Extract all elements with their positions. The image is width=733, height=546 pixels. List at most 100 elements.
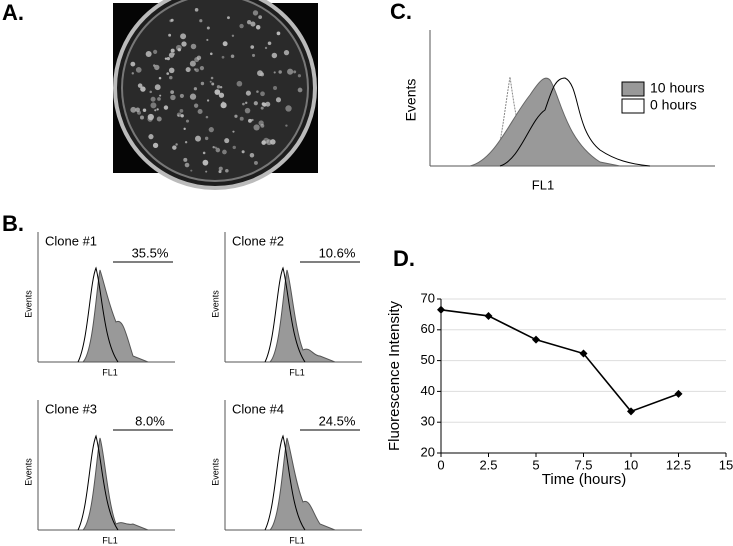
colony — [130, 106, 137, 113]
clone-name: Clone #1 — [45, 233, 97, 248]
colony — [131, 72, 134, 75]
colony — [208, 127, 214, 133]
line — [440, 308, 679, 413]
colony — [163, 105, 169, 110]
colony — [153, 49, 158, 54]
colony — [261, 140, 267, 145]
colony — [250, 21, 256, 27]
y-tick-label: 30 — [421, 414, 435, 429]
colony — [227, 16, 230, 20]
colony — [204, 136, 209, 141]
colony — [150, 96, 156, 102]
clone-name: Clone #4 — [232, 401, 284, 416]
y-tick-label: 70 — [421, 290, 435, 305]
colony — [199, 19, 203, 23]
colony — [253, 124, 260, 131]
colony — [194, 8, 199, 12]
colony — [170, 94, 176, 101]
colony — [276, 31, 281, 36]
colony — [170, 48, 175, 53]
colony — [222, 149, 227, 155]
colony — [219, 85, 223, 89]
colony — [211, 82, 215, 86]
x-axis-title: FL1 — [102, 535, 118, 545]
colony — [184, 162, 190, 168]
histogram-fill — [268, 269, 336, 363]
colony — [253, 160, 258, 165]
colony — [202, 151, 206, 155]
colony — [252, 10, 259, 16]
colony — [147, 116, 153, 122]
colony — [197, 108, 203, 115]
colony — [193, 68, 197, 71]
colony — [169, 19, 173, 23]
colony — [255, 25, 261, 30]
y-tick-label: 50 — [421, 352, 435, 367]
colony — [193, 103, 199, 108]
colony — [156, 108, 159, 111]
colony — [193, 87, 198, 91]
colony — [194, 57, 200, 63]
colony — [154, 64, 160, 71]
marker — [484, 311, 493, 320]
colony — [265, 101, 271, 107]
gate-percent: 35.5% — [132, 245, 169, 260]
histogram-fill — [81, 437, 149, 531]
colony — [214, 89, 221, 95]
legend-label: 0 hours — [650, 97, 697, 113]
colony — [180, 33, 187, 40]
colony — [199, 66, 205, 71]
colony — [137, 83, 143, 88]
marker — [437, 305, 445, 314]
colony — [130, 61, 136, 67]
colony — [264, 46, 268, 50]
colony — [285, 105, 292, 112]
colony — [221, 55, 225, 59]
marker — [627, 407, 635, 416]
colony — [205, 170, 208, 173]
x-tick-label: 15 — [719, 457, 733, 472]
colony — [225, 168, 229, 173]
colony — [256, 90, 259, 93]
x-axis-title: FL1 — [289, 367, 305, 377]
marker — [674, 389, 683, 398]
colony — [267, 41, 272, 46]
colony — [189, 93, 197, 100]
colony — [221, 101, 225, 104]
colony — [181, 41, 187, 47]
colony — [297, 74, 301, 78]
colony — [179, 93, 184, 98]
colony — [148, 134, 154, 140]
colony — [170, 90, 175, 94]
colony — [169, 75, 173, 80]
colony — [258, 120, 264, 126]
clone-name: Clone #2 — [232, 233, 284, 248]
colony — [172, 145, 177, 150]
colony — [234, 114, 238, 118]
colony — [239, 116, 244, 121]
histogram-control — [77, 434, 119, 531]
colony — [168, 33, 172, 37]
y-axis-title: Events — [210, 290, 220, 318]
colony — [142, 108, 147, 112]
colony — [183, 127, 186, 131]
colony — [179, 109, 184, 113]
colony — [168, 67, 175, 74]
colony — [232, 145, 236, 150]
colony — [252, 53, 256, 57]
colony — [283, 49, 290, 56]
colony — [278, 70, 282, 74]
y-axis-title: Fluorescence Intensity — [386, 300, 403, 451]
colony — [176, 112, 182, 118]
histogram-10h — [469, 77, 621, 167]
colony — [150, 102, 157, 109]
colony — [232, 130, 235, 133]
colony — [231, 34, 235, 37]
colony — [175, 143, 178, 146]
colony — [154, 109, 157, 112]
colony — [271, 52, 278, 59]
colony — [209, 52, 213, 56]
gate-percent: 8.0% — [135, 413, 165, 428]
x-tick-label: 5 — [532, 457, 539, 472]
colony — [190, 43, 197, 50]
